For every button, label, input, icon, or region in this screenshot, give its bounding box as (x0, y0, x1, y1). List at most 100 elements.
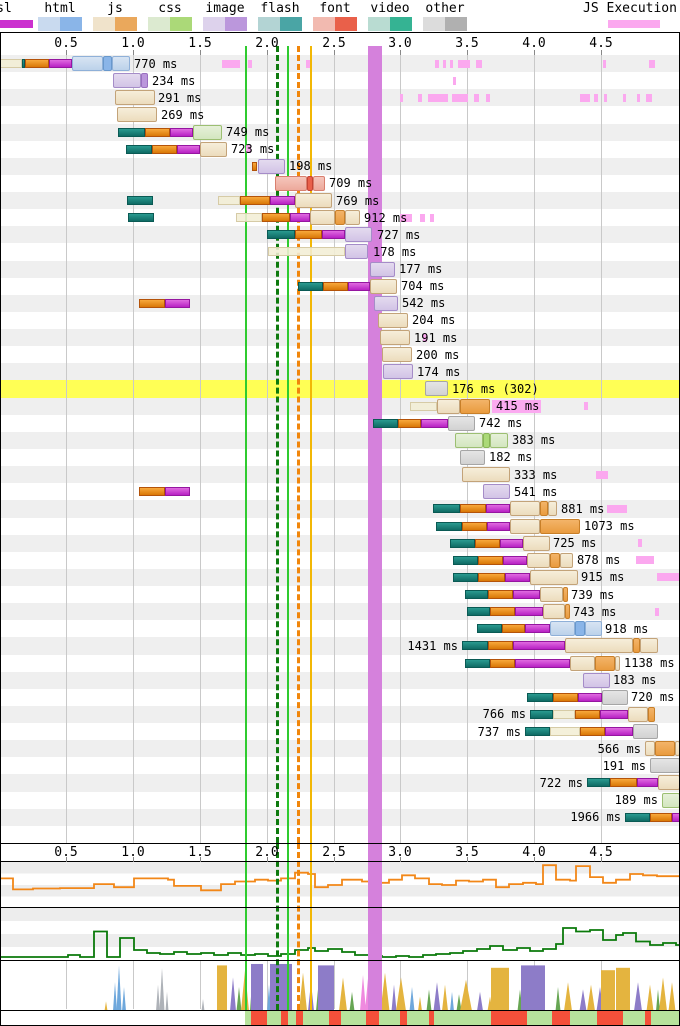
request-time-label: 727 ms (377, 227, 421, 242)
js-execution-block (492, 399, 541, 413)
ssl-segment (513, 590, 540, 600)
dns-segment (450, 538, 475, 548)
ssl-segment (421, 418, 448, 428)
axis-tick-label: 1.5 (188, 36, 212, 51)
connect-segment (575, 709, 600, 719)
browser-activity-chart (104, 963, 676, 1011)
request-time-label: 704 ms (401, 279, 445, 294)
interactivity-ok-segment (570, 1011, 597, 1025)
request-time-label: 722 ms (539, 775, 583, 790)
request-time-label: 742 ms (479, 416, 523, 431)
bandwidth-in-chart (0, 908, 680, 960)
legend-label-sl: sl (0, 1, 12, 16)
js-execution-blob (443, 59, 446, 68)
image-bar (583, 672, 610, 688)
js-execution-blob (655, 607, 659, 616)
dns-segment (267, 230, 295, 240)
legend-swatch-light (0, 20, 16, 28)
dns-segment (373, 418, 398, 428)
js-bar (548, 501, 557, 517)
image-bar (113, 73, 141, 89)
legend-swatch-light (148, 17, 170, 31)
connect-segment (490, 607, 515, 617)
axis-tick-label: 2.5 (322, 845, 346, 860)
ssl-segment (177, 144, 200, 154)
js-execution-blob (657, 573, 679, 582)
js-bar-dark (550, 552, 560, 568)
connect-segment (650, 812, 672, 822)
axis-tick-mark (534, 857, 535, 862)
request-time-label: 182 ms (489, 450, 533, 465)
dns-segment (465, 590, 488, 600)
request-time-label: 200 ms (416, 347, 460, 362)
row-stripe (1, 723, 679, 741)
dns-segment (467, 607, 490, 617)
row-stripe (1, 294, 679, 312)
image-bar (370, 261, 395, 277)
request-time-label: 725 ms (553, 536, 597, 551)
row-stripe (1, 705, 679, 724)
axis-tick-mark (133, 857, 134, 862)
js-execution-blob (637, 93, 640, 102)
legend-swatch-light (258, 17, 280, 31)
js-bar (510, 518, 540, 534)
row-stripe (1, 72, 679, 90)
legend-label-image: image (205, 1, 245, 16)
row-stripe (1, 311, 679, 330)
axis-tick-mark (400, 50, 401, 55)
row-stripe (1, 466, 679, 484)
ssl-segment (605, 727, 633, 737)
dns-segment (298, 281, 323, 291)
js-bar-dark (565, 604, 570, 620)
js-execution-blob (476, 59, 482, 68)
js-bar (645, 741, 655, 757)
dom-complete-band (368, 843, 382, 1010)
frame-top (0, 32, 680, 33)
ssl-segment (500, 538, 523, 548)
page-interactivity-bar (0, 1011, 680, 1025)
image-bar-dark (141, 73, 148, 89)
js-execution-blob (418, 93, 422, 102)
legend-swatch-dark (445, 17, 467, 31)
request-time-label: 720 ms (631, 690, 675, 705)
ssl-segment (525, 624, 550, 634)
connect-segment (252, 161, 257, 171)
row-stripe (1, 260, 679, 278)
interactivity-ok-segment (651, 1011, 680, 1025)
js-bar (523, 535, 550, 551)
legend-swatch-light (38, 17, 60, 31)
axis-tick-mark (601, 857, 602, 862)
legend-swatch-light (368, 17, 390, 31)
row-stripe (1, 192, 679, 210)
axis-tick-label: 3.0 (388, 36, 412, 51)
interactivity-blocked-segment (645, 1011, 651, 1025)
other-bar (650, 758, 680, 774)
request-time-label: 749 ms (226, 125, 270, 140)
request-time-label: 912 ms (364, 210, 408, 225)
js-bar-dark (655, 741, 675, 757)
gridline (66, 961, 67, 1009)
axis-tick-label: 2.0 (255, 845, 279, 860)
request-time-label: 291 ms (158, 90, 202, 105)
request-time-label: 234 ms (152, 73, 196, 88)
gridline (467, 961, 468, 1009)
request-time-label: 739 ms (571, 587, 615, 602)
gridline (200, 961, 201, 1009)
dns-segment (453, 555, 478, 565)
other-bar (448, 415, 475, 431)
row-stripe (1, 157, 679, 175)
js-bar (615, 655, 620, 671)
js-execution-blob (607, 504, 627, 513)
js-bar (437, 398, 460, 414)
wait-segment (410, 401, 437, 411)
ssl-segment (49, 59, 72, 68)
legend-swatch-dark (170, 17, 192, 31)
axis-tick-label: 4.0 (522, 845, 546, 860)
row-stripe (1, 774, 679, 792)
legend-label-flash: flash (260, 1, 300, 16)
other-bar (460, 449, 485, 465)
connect-segment (152, 144, 177, 154)
js-bar (570, 655, 595, 671)
html-bar (72, 56, 103, 71)
interactivity-idle-segment (0, 1011, 245, 1025)
